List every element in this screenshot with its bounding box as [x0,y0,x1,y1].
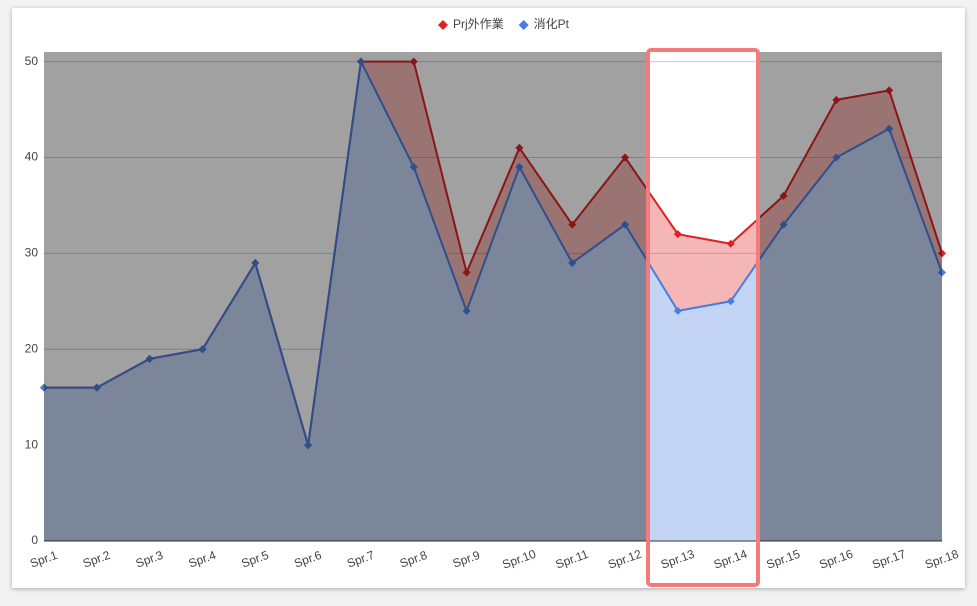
y-tick-label: 20 [25,341,39,355]
marker [938,249,946,258]
marker [515,143,524,152]
marker [409,163,418,172]
marker [568,258,577,267]
y-tick-label: 30 [25,246,39,260]
marker [251,258,260,267]
area-base [44,61,942,542]
marker [304,441,313,450]
marker [568,220,577,229]
y-tick-label: 10 [25,437,39,451]
marker [462,268,471,277]
y-tick-label: 50 [25,54,39,68]
legend-label: Prj外作業 [453,17,504,31]
marker [779,191,788,200]
marker [409,57,418,66]
legend-marker [518,20,529,30]
marker [515,163,524,172]
dim-overlay [44,52,942,541]
marker [726,239,735,248]
line [44,58,943,446]
marker [832,95,841,104]
marker [726,297,735,306]
legend-label: 消化Pt [534,17,570,31]
y-tick-label: 0 [31,533,38,547]
marker [145,354,154,363]
marker [462,306,471,315]
marker [885,86,894,95]
marker [621,220,630,229]
legend-marker [438,20,448,30]
marker [779,220,788,229]
marker [832,153,841,162]
marker [356,57,365,66]
area [44,61,942,542]
marker [673,230,682,239]
y-tick-label: 40 [25,150,39,164]
marker [885,124,894,133]
overlay-layer: Prj外作業 消化Pt [44,17,942,587]
highlight-frame [646,48,760,587]
marker [673,306,682,315]
marker [40,383,48,392]
marker [198,345,207,354]
marker [938,268,946,277]
marker [92,383,101,392]
marker [621,153,630,162]
